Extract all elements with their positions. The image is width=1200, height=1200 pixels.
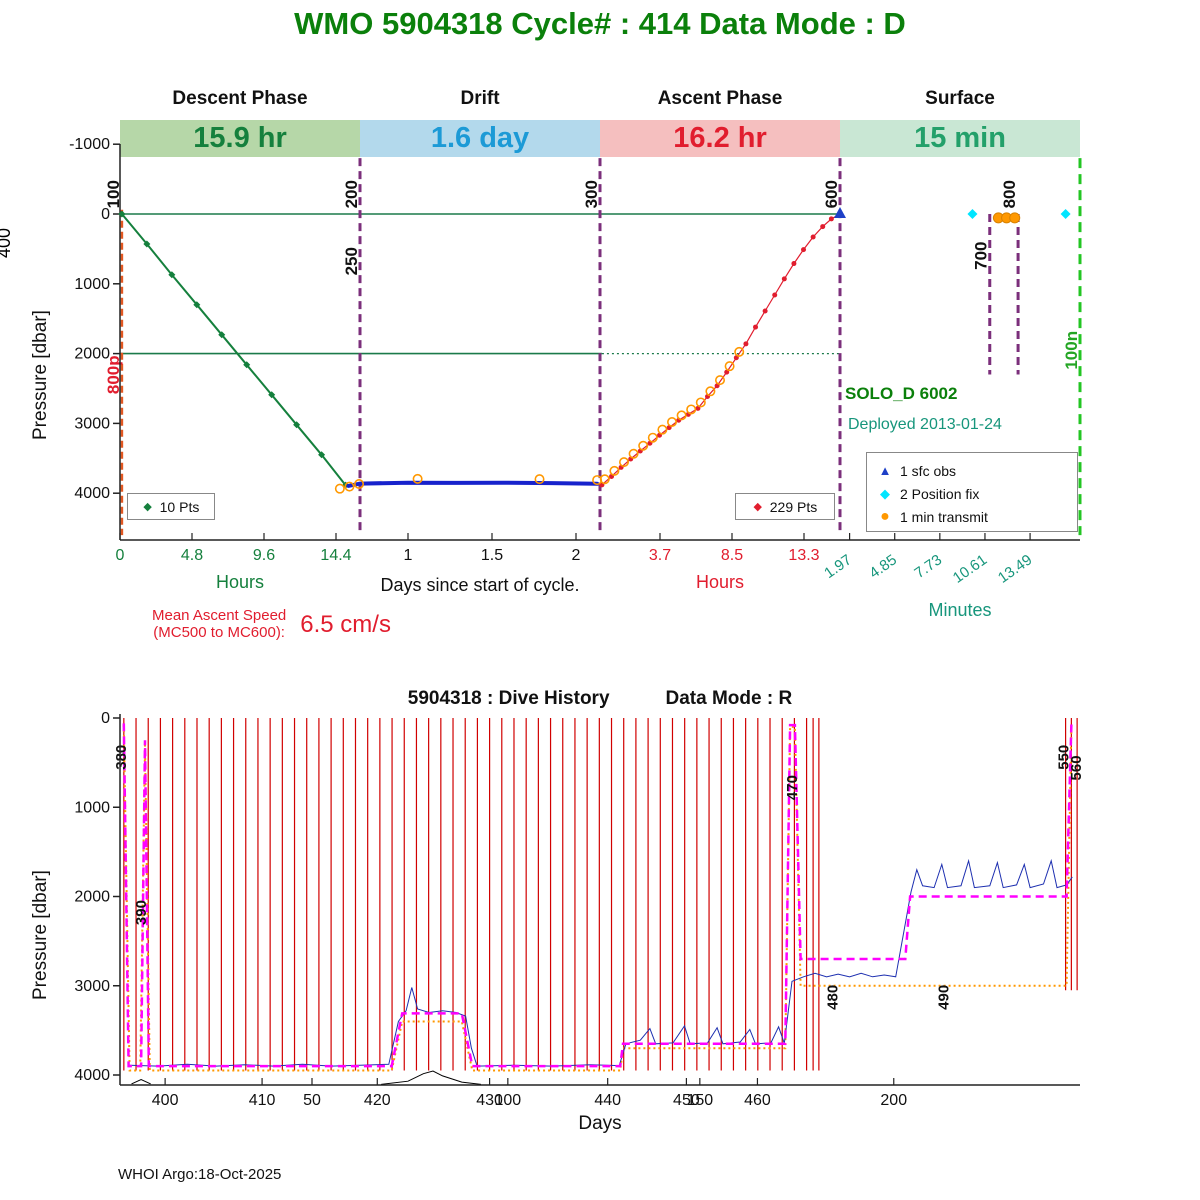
svg-text:700: 700 — [972, 241, 991, 269]
svg-text:390: 390 — [133, 900, 150, 925]
surface-duration: 15 min — [914, 122, 1006, 154]
svg-text:560: 560 — [1068, 755, 1085, 780]
svg-text:13.3: 13.3 — [788, 547, 819, 564]
svg-text:50: 50 — [303, 1092, 321, 1109]
svg-text:1.5: 1.5 — [481, 547, 503, 564]
svg-text:0: 0 — [116, 547, 125, 564]
descent-band: 15.9 hr — [120, 120, 360, 157]
svg-text:3.7: 3.7 — [649, 547, 671, 564]
dive-history-title: 5904318 : Dive History Data Mode : R — [407, 688, 793, 709]
svg-text:470: 470 — [784, 775, 801, 800]
svg-text:410: 410 — [249, 1092, 276, 1109]
clipped-ylabel-fragment: 400 — [0, 227, 14, 258]
svg-text:10.61: 10.61 — [950, 551, 991, 586]
ascent-points-box: ◆ 229 Pts — [735, 493, 835, 520]
svg-text:7.73: 7.73 — [911, 551, 945, 582]
phase-header-descent: Descent Phase — [172, 88, 308, 109]
svg-text:0: 0 — [101, 710, 110, 727]
legend-item-sfc-obs: ▲ 1 sfc obs — [878, 462, 957, 479]
svg-text:4.8: 4.8 — [181, 547, 203, 564]
descent-duration: 15.9 hr — [193, 122, 287, 154]
svg-text:300: 300 — [582, 180, 601, 208]
mean-ascent-speed-value: 6.5 cm/s — [300, 610, 391, 638]
svg-text:3000: 3000 — [74, 415, 110, 432]
descent-points-box: ◆ 10 Pts — [127, 493, 215, 520]
svg-text:250: 250 — [342, 247, 361, 275]
svg-text:200: 200 — [342, 180, 361, 208]
svg-text:14.4: 14.4 — [320, 547, 351, 564]
axis-hours-descent-label: Hours — [215, 572, 264, 592]
footer-credit: WHOI Argo:18-Oct-2025 — [118, 1166, 282, 1183]
svg-text:-1000: -1000 — [69, 136, 110, 153]
triangle-marker-icon: ▲ — [878, 463, 892, 478]
drift-duration: 1.6 day — [430, 122, 530, 154]
ascent-band: 16.2 hr — [600, 120, 840, 157]
red-diamond-icon: ◆ — [753, 501, 762, 513]
svg-text:430: 430 — [476, 1092, 503, 1109]
phase-header-surface: Surface — [925, 88, 995, 109]
svg-text:550: 550 — [1056, 745, 1073, 770]
svg-text:450: 450 — [673, 1092, 700, 1109]
svg-text:13.49: 13.49 — [995, 551, 1036, 586]
svg-text:400: 400 — [152, 1092, 179, 1109]
svg-text:0: 0 — [101, 206, 110, 223]
svg-text:2000: 2000 — [74, 346, 110, 363]
svg-text:150: 150 — [686, 1092, 713, 1109]
drift-band: 1.6 day — [360, 120, 600, 157]
phase-header-ascent: Ascent Phase — [657, 88, 783, 109]
surface-band: 15 min — [840, 120, 1080, 157]
svg-text:3000: 3000 — [74, 978, 110, 995]
svg-text:100n: 100n — [1062, 331, 1081, 370]
svg-text:1: 1 — [404, 547, 413, 564]
svg-text:200: 200 — [880, 1092, 907, 1109]
svg-text:4000: 4000 — [74, 485, 110, 502]
circle-marker-icon: ● — [880, 507, 890, 525]
page-title: WMO 5904318 Cycle# : 414 Data Mode : D — [294, 6, 906, 41]
svg-text:1000: 1000 — [74, 799, 110, 816]
svg-text:4000: 4000 — [74, 1067, 110, 1084]
axis-minutes-label: Minutes — [928, 600, 992, 620]
float-model-label: SOLO_D 6002 — [845, 384, 958, 403]
svg-text:460: 460 — [744, 1092, 771, 1109]
svg-text:4.85: 4.85 — [866, 551, 900, 582]
legend-item-position-fix: ◆ 2 Position fix — [877, 482, 1077, 505]
svg-text:800: 800 — [1000, 180, 1019, 208]
svg-text:440: 440 — [594, 1092, 621, 1109]
axis-days-label: Days since start of cycle. — [380, 575, 580, 595]
marker-legend: ▲ 1 sfc obs ◆ 2 Position fix ● 1 min tra… — [866, 452, 1078, 532]
pressure-axis-label-top: Pressure [dbar] — [30, 310, 51, 440]
svg-text:480: 480 — [824, 985, 841, 1010]
svg-text:1000: 1000 — [74, 276, 110, 293]
svg-text:600: 600 — [822, 180, 841, 208]
svg-text:380: 380 — [113, 745, 130, 770]
days-axis-label: Days — [578, 1113, 622, 1134]
svg-text:8.5: 8.5 — [721, 547, 743, 564]
svg-text:2: 2 — [572, 547, 581, 564]
svg-text:490: 490 — [936, 985, 953, 1010]
axis-hours-ascent-label: Hours — [695, 572, 744, 592]
svg-text:420: 420 — [364, 1092, 391, 1109]
svg-text:9.6: 9.6 — [253, 547, 275, 564]
mean-ascent-speed-label: Mean Ascent Speed (MC500 to MC600): — [152, 607, 287, 641]
green-diamond-icon: ◆ — [143, 501, 152, 513]
deployed-date-label: Deployed 2013-01-24 — [848, 416, 1002, 433]
legend-item-min-transmit: ● 1 min transmit — [877, 505, 1077, 528]
svg-text:100: 100 — [104, 180, 123, 208]
data-mode-label: Data Mode : R — [665, 688, 793, 709]
phase-header-drift: Drift — [460, 88, 500, 109]
svg-text:800p: 800p — [104, 355, 123, 394]
mean-ascent-speed: Mean Ascent Speed (MC500 to MC600): 6.5 … — [152, 607, 391, 641]
svg-text:100: 100 — [494, 1092, 521, 1109]
pressure-axis-label-bottom: Pressure [dbar] — [30, 870, 51, 1000]
ascent-duration: 16.2 hr — [673, 122, 767, 154]
svg-text:2000: 2000 — [74, 889, 110, 906]
diamond-marker-icon: ◆ — [880, 485, 890, 501]
